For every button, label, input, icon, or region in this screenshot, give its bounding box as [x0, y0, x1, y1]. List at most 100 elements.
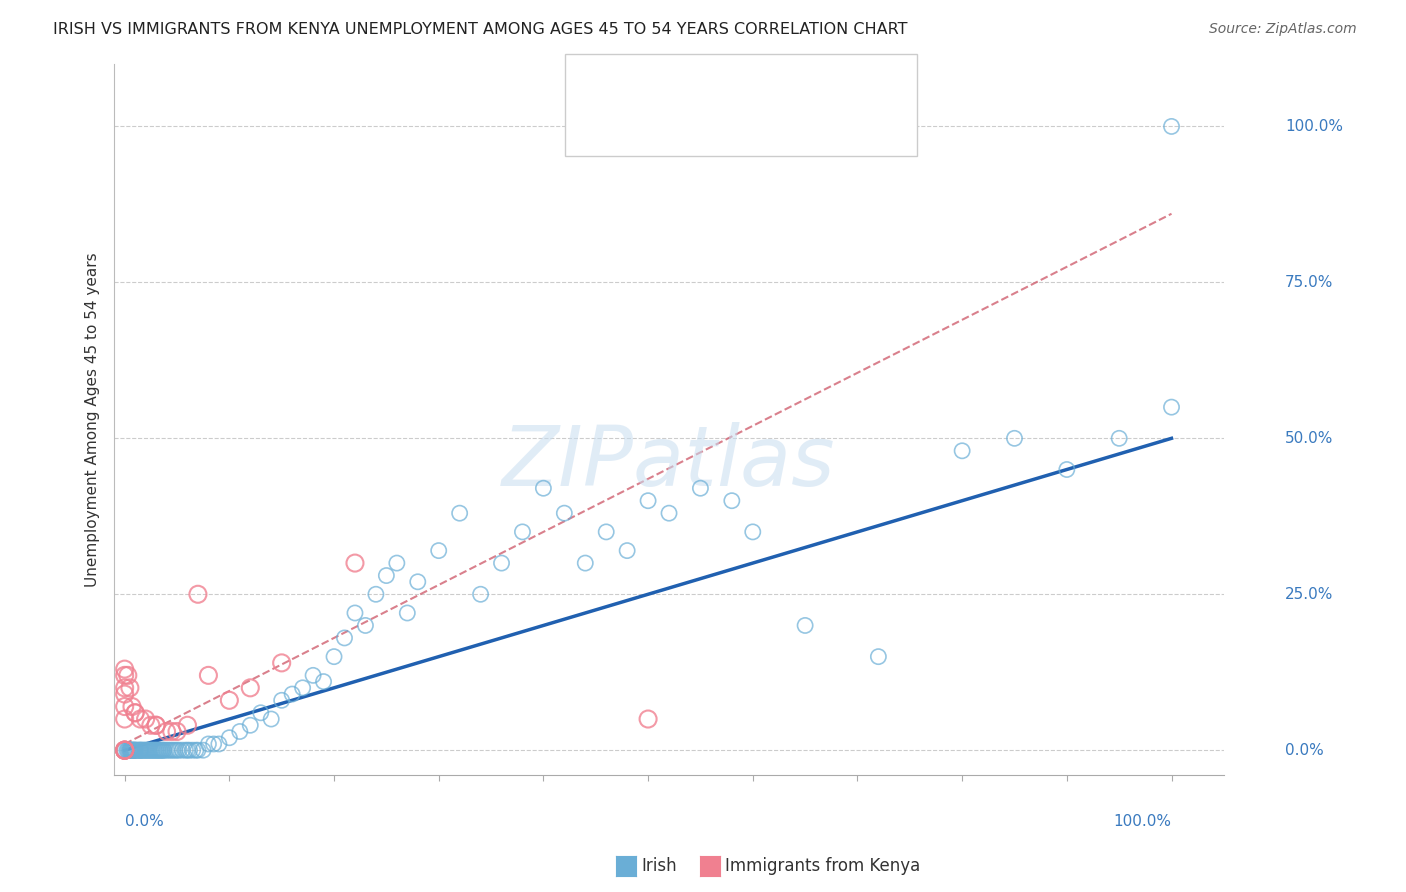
Point [950, 443, 973, 458]
Point [118, 743, 141, 757]
Point [142, 743, 165, 757]
Point [141, 743, 163, 757]
Text: R = 0.650   N = 105: R = 0.650 N = 105 [609, 78, 790, 95]
Point [291, 681, 314, 695]
Point [281, 687, 304, 701]
Text: 0.0%: 0.0% [125, 814, 163, 830]
Point [120, 743, 142, 757]
Point [637, 493, 659, 508]
Point [114, 743, 136, 757]
Point [135, 743, 157, 757]
Text: 0.0%: 0.0% [1285, 743, 1323, 757]
Point [531, 481, 554, 495]
Point [131, 743, 153, 757]
Point [396, 606, 419, 620]
Point [553, 506, 575, 520]
Point [152, 743, 174, 757]
Text: 75.0%: 75.0% [1285, 275, 1333, 290]
Point [868, 649, 890, 664]
Point [135, 743, 157, 757]
Point [167, 743, 190, 757]
Point [193, 743, 215, 757]
Point [1056, 462, 1078, 476]
Point [162, 743, 184, 757]
Point [114, 681, 136, 695]
Point [114, 743, 136, 757]
Point [121, 699, 143, 714]
Point [184, 743, 207, 757]
Point [124, 706, 146, 720]
Point [689, 481, 711, 495]
Point [138, 743, 160, 757]
Point [176, 718, 198, 732]
Point [333, 631, 356, 645]
Point [146, 743, 169, 757]
Point [270, 693, 292, 707]
Point [166, 724, 188, 739]
Point [312, 674, 335, 689]
Text: Irish: Irish [641, 857, 676, 875]
Point [145, 743, 167, 757]
Point [187, 587, 209, 601]
Point [449, 506, 471, 520]
Point [721, 493, 744, 508]
Point [406, 574, 429, 589]
Point [139, 718, 162, 732]
Point [149, 743, 172, 757]
Point [134, 743, 156, 757]
Point [153, 743, 176, 757]
Point [354, 618, 377, 632]
Point [114, 743, 136, 757]
Point [163, 743, 186, 757]
Point [208, 737, 231, 751]
Point [122, 743, 145, 757]
Point [114, 662, 136, 676]
Point [595, 524, 617, 539]
Point [114, 743, 136, 757]
Point [574, 556, 596, 570]
Point [323, 649, 346, 664]
Point [427, 543, 450, 558]
Point [124, 743, 146, 757]
Point [1160, 120, 1182, 134]
Point [658, 506, 681, 520]
Point [364, 587, 387, 601]
Point [118, 743, 141, 757]
Text: 25.0%: 25.0% [1285, 587, 1333, 602]
Point [512, 524, 534, 539]
Point [122, 743, 145, 757]
Text: 100.0%: 100.0% [1285, 119, 1343, 134]
Text: 50.0%: 50.0% [1285, 431, 1333, 446]
Point [218, 731, 240, 745]
Point [148, 743, 170, 757]
Point [385, 556, 408, 570]
Point [145, 718, 167, 732]
Point [114, 699, 136, 714]
Y-axis label: Unemployment Among Ages 45 to 54 years: Unemployment Among Ages 45 to 54 years [86, 252, 100, 587]
Point [187, 743, 209, 757]
Point [124, 706, 146, 720]
Point [114, 687, 136, 701]
Point [139, 743, 162, 757]
Point [172, 743, 194, 757]
Point [159, 743, 181, 757]
Point [146, 743, 169, 757]
Point [202, 737, 225, 751]
Point [121, 743, 143, 757]
Point [181, 743, 204, 757]
Point [129, 743, 152, 757]
Point [218, 693, 240, 707]
Point [135, 712, 157, 726]
Point [157, 743, 180, 757]
Point [143, 743, 166, 757]
Point [239, 681, 262, 695]
Point [375, 568, 398, 582]
Point [794, 618, 817, 632]
Point [155, 743, 177, 757]
Point [121, 743, 143, 757]
Point [114, 743, 136, 757]
Point [128, 743, 150, 757]
Point [343, 606, 366, 620]
Point [1160, 400, 1182, 414]
Point [150, 743, 173, 757]
